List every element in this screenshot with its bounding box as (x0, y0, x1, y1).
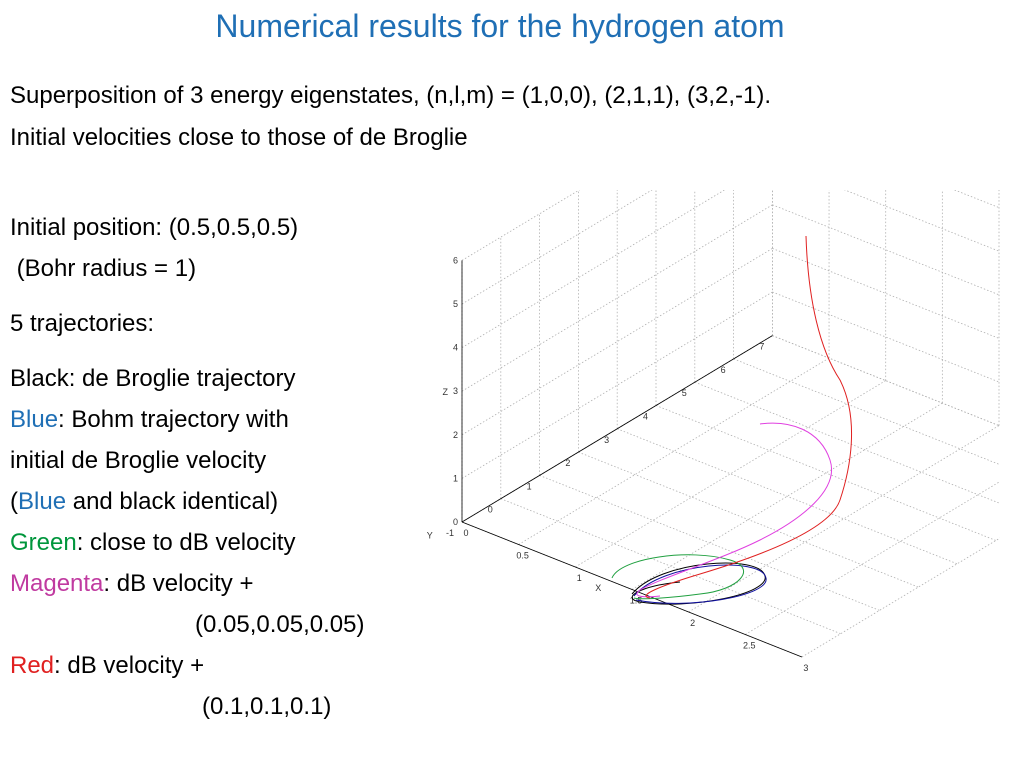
z-tick-label: 2 (453, 430, 458, 440)
blue-black-identical: (Blue and black identical) (10, 481, 364, 522)
red-vector: (0.1,0.1,0.1) (202, 693, 332, 720)
y-tick-label: 6 (721, 365, 726, 375)
subtitle: Superposition of 3 energy eigenstates, (… (10, 75, 771, 159)
y-axis-line (461, 335, 773, 523)
green-trajectory (611, 554, 744, 600)
wall-gridline (461, 190, 726, 348)
subtitle-line-1: Superposition of 3 energy eigenstates, (… (10, 82, 772, 109)
floor-gridline (539, 475, 880, 611)
magenta-rest: : dB velocity + (103, 570, 254, 597)
floor-gridline (655, 405, 997, 541)
red-word: Red (10, 652, 55, 679)
wall-gridline (772, 248, 1000, 340)
y-tick-label: 1 (527, 481, 532, 491)
description-block: Initial position: (0.5,0.5,0.5) (Bohr ra… (10, 207, 364, 727)
green-rest: : close to dB velocity (76, 529, 296, 556)
blue-description: Blue: Bohm trajectory with (10, 399, 364, 440)
floor-gridline (518, 357, 830, 545)
plot-axes (461, 260, 803, 658)
identical-text: and black identical) (66, 488, 279, 515)
z-tick-label: 6 (453, 255, 458, 265)
wall-gridline (772, 204, 1000, 296)
green-word: Green (10, 529, 77, 556)
wall-gridline (461, 190, 653, 305)
slide-title: Numerical results for the hydrogen atom (215, 8, 785, 44)
z-axis-label: Z (443, 387, 449, 397)
y-tick-label: 4 (643, 412, 648, 422)
floor-gridline (801, 537, 1000, 658)
y-tick-label: 3 (604, 435, 609, 445)
plot-trajectories (611, 235, 853, 605)
floor-gridline (688, 425, 1000, 613)
blue-description-line-2: initial de Broglie velocity (10, 447, 267, 474)
wall-gridline (772, 335, 1000, 427)
plot-gridlines (461, 190, 1000, 658)
black-description: Black: de Broglie trajectory (10, 365, 296, 392)
magenta-trajectory (636, 422, 832, 598)
trajectories-heading: 5 trajectories: (10, 310, 155, 337)
x-tick-label: 0 (463, 528, 468, 538)
magenta-description: Magenta: dB velocity + (10, 563, 364, 604)
z-tick-label: 1 (453, 473, 458, 483)
z-tick-label: 4 (453, 343, 458, 353)
x-tick-label: 2 (690, 618, 695, 628)
blue-trajectory (633, 564, 767, 604)
subtitle-line-2: Initial velocities close to those of de … (10, 124, 468, 151)
magenta-vector: (0.05,0.05,0.05) (195, 611, 365, 638)
x-tick-label: 2.5 (743, 641, 756, 651)
floor-gridline (733, 358, 1000, 466)
z-tick-label: 3 (453, 386, 458, 396)
wall-gridline (772, 291, 1000, 383)
y-axis-label: Y (427, 531, 433, 541)
x-axis-line (461, 521, 803, 658)
floor-gridline (694, 381, 1000, 504)
floor-gridline (617, 428, 958, 565)
black-trajectory (631, 562, 766, 605)
wall-gridline (461, 291, 773, 479)
red-rest: : dB velocity + (54, 652, 205, 679)
blue-word-2: Blue (18, 488, 67, 515)
y-tick-label: -1 (446, 528, 454, 538)
blue-word: Blue (10, 406, 59, 433)
y-tick-label: 2 (565, 458, 570, 468)
z-tick-label: 0 (453, 517, 458, 527)
blue-rest: : Bohm trajectory with (58, 406, 289, 433)
floor-gridline (745, 481, 1000, 635)
wall-gridline (461, 190, 581, 261)
wall-gridline (843, 190, 1000, 253)
red-description: Red: dB velocity + (10, 645, 364, 686)
floor-gridline (575, 380, 886, 568)
floor-gridline (578, 451, 919, 588)
initial-position-text: Initial position: (0.5,0.5,0.5) (10, 214, 299, 241)
y-tick-label: 5 (682, 388, 687, 398)
y-tick-label: 0 (488, 505, 493, 515)
wall-gridline (461, 204, 773, 392)
wall-gridline (461, 248, 773, 436)
magenta-word: Magenta (10, 570, 104, 597)
x-axis-label: X (595, 583, 601, 593)
x-tick-label: 3 (803, 663, 808, 673)
wall-gridline (772, 190, 1000, 209)
paren-open: ( (10, 488, 18, 515)
bohr-radius-text: (Bohr radius = 1) (10, 255, 197, 282)
x-tick-label: 0.5 (516, 551, 529, 561)
green-description: Green: close to dB velocity (10, 522, 364, 563)
z-tick-label: 5 (453, 299, 458, 309)
red-trajectory (645, 235, 853, 599)
x-tick-label: 1 (577, 573, 582, 583)
y-tick-label: 7 (759, 342, 764, 352)
floor-gridline (500, 498, 841, 635)
floor-gridline (772, 335, 1000, 427)
floor-gridline (631, 402, 943, 590)
